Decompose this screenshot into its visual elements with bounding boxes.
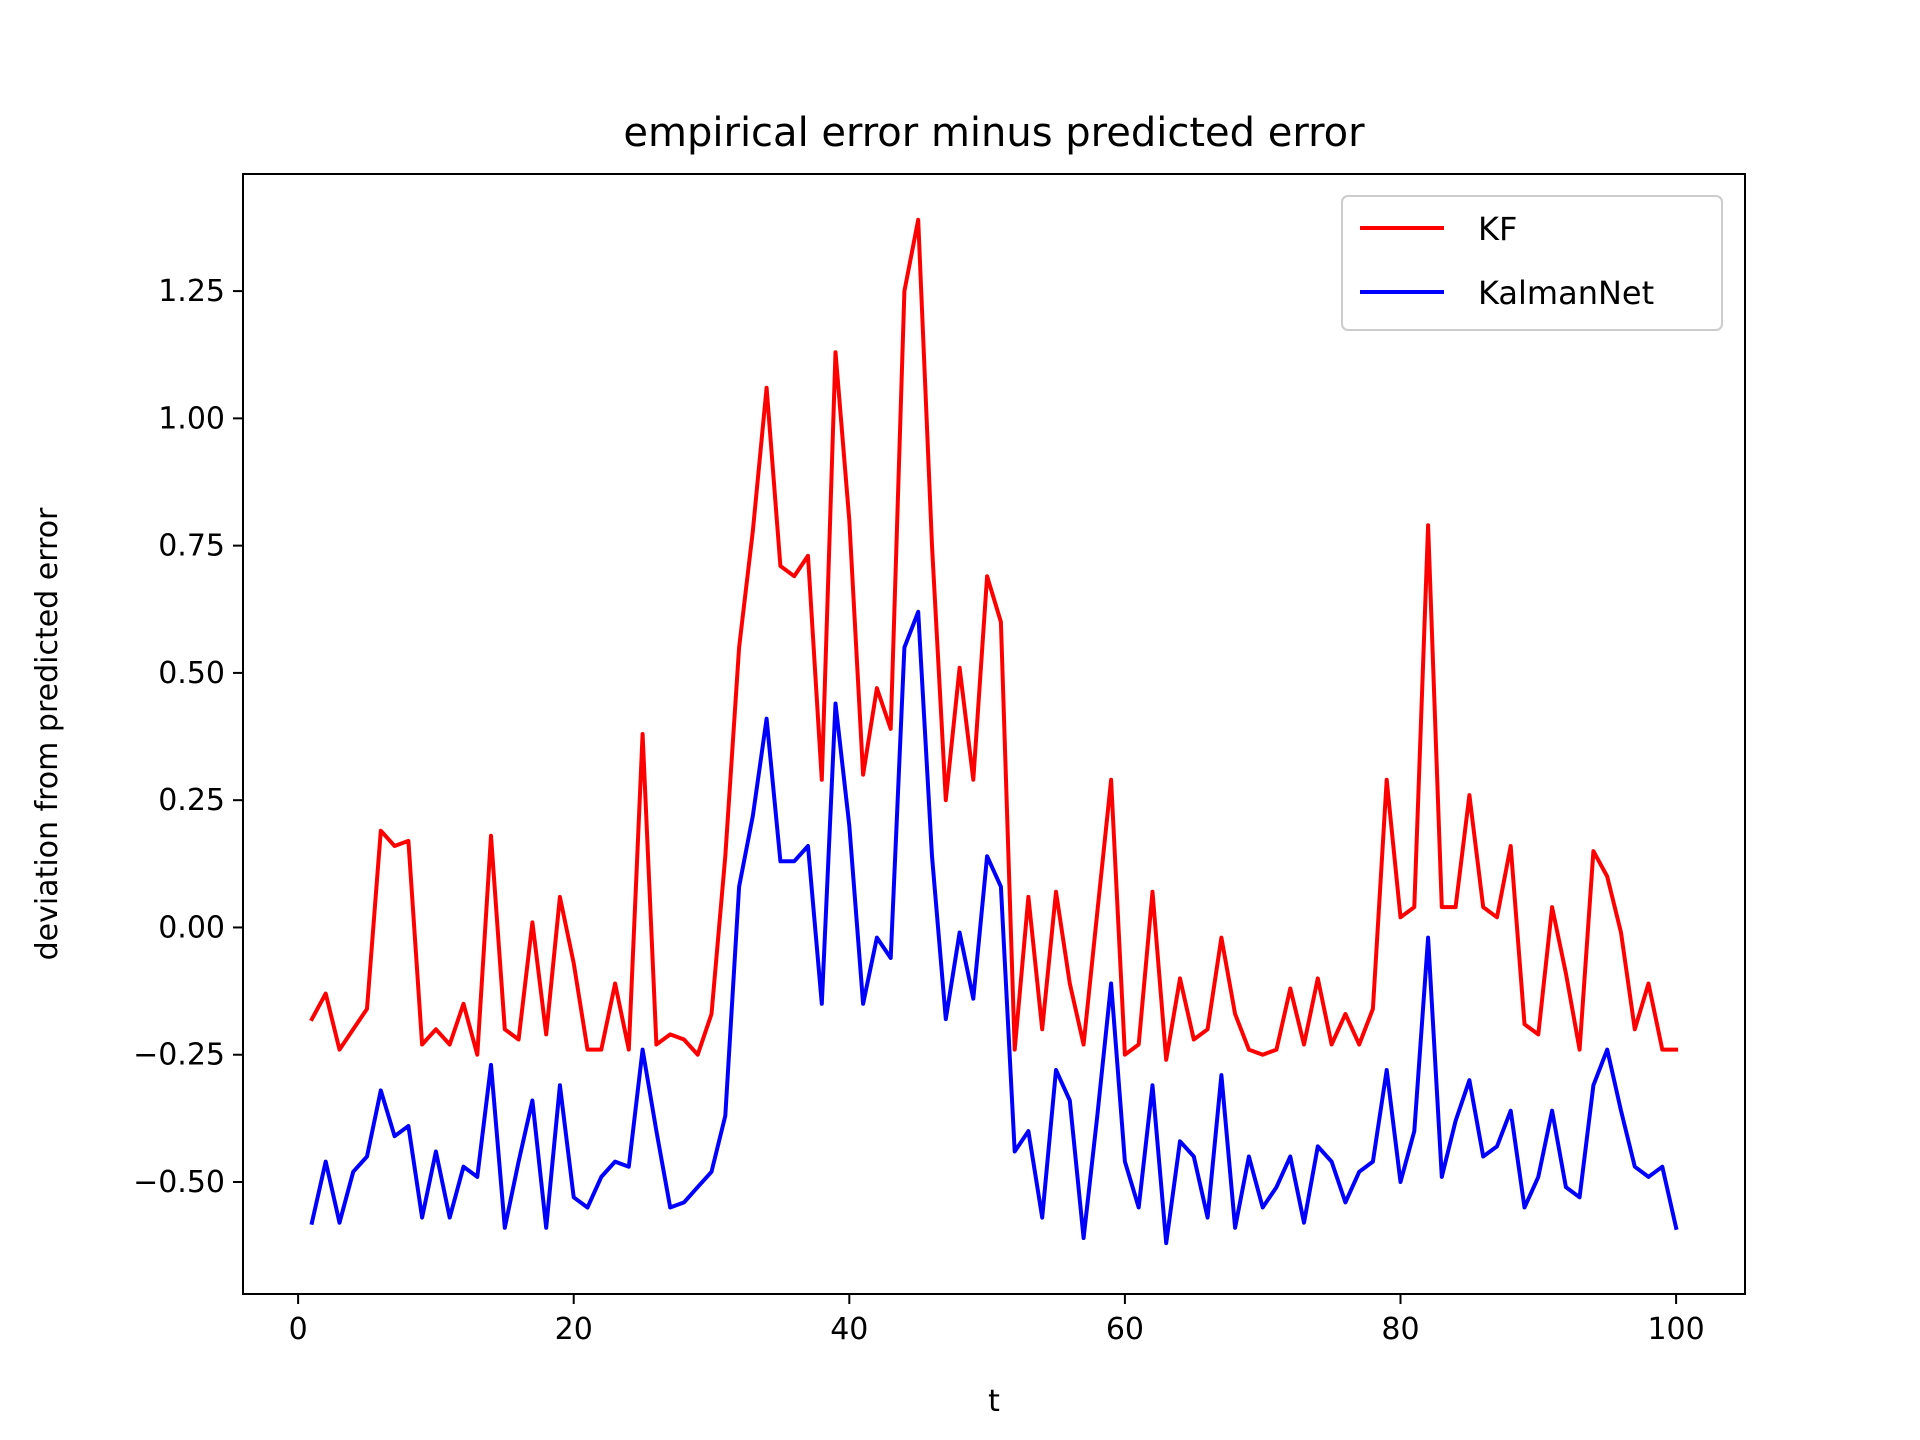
legend-label-kalmannet: KalmanNet [1478,274,1654,312]
x-tick-label: 100 [1647,1312,1704,1347]
x-tick-label: 20 [555,1312,593,1347]
y-tick-label: 0.25 [158,783,225,818]
y-tick-label: 1.00 [158,401,225,436]
y-tick-label: 0.50 [158,656,225,691]
x-axis: 0 20 40 60 80 100 [289,1294,1705,1347]
series-line-kf [309,217,1679,1062]
y-axis: −0.50 −0.25 0.00 0.25 0.50 0.75 1.00 1.25 [133,274,243,1200]
legend: KF KalmanNet [1341,195,1723,331]
x-tick-label: 40 [830,1312,868,1347]
y-tick-label: 1.25 [158,274,225,309]
chart-title: empirical error minus predicted error [623,110,1365,156]
y-tick-label: −0.25 [133,1038,225,1073]
y-tick-label: 0.75 [158,529,225,564]
x-axis-label: t [988,1384,1000,1419]
y-tick-label: −0.50 [133,1165,225,1200]
y-axis-label: deviation from predicted error [30,507,65,960]
x-tick-label: 80 [1381,1312,1419,1347]
legend-label-kf: KF [1478,210,1517,248]
x-tick-label: 0 [289,1312,308,1347]
series-layer [309,217,1679,1246]
x-tick-label: 60 [1106,1312,1144,1347]
plot-frame [242,173,1746,1295]
series-line-kalmannet [309,609,1679,1246]
y-tick-label: 0.00 [158,910,225,945]
